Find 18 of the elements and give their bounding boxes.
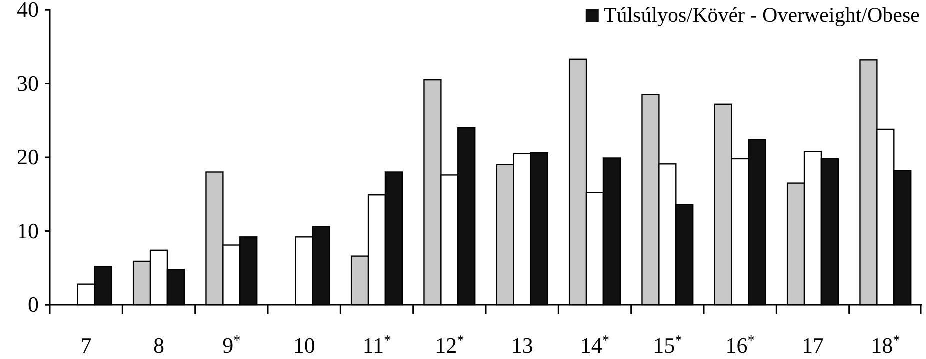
x-tick-label: 16$^{*}$ — [726, 333, 755, 358]
y-tick-label: 0 — [28, 292, 39, 318]
y-tick-label: 10 — [17, 218, 39, 244]
y-tick-label: 30 — [17, 70, 39, 96]
x-tick-label: 9$^{*}$ — [222, 333, 241, 358]
x-tick-label: 18$^{*}$ — [871, 333, 900, 358]
x-tick-label: 15$^{*}$ — [653, 333, 682, 358]
legend-label: Túlsúlyos/Kövér - Overweight/Obese — [604, 3, 920, 27]
x-tick-label: 12$^{*}$ — [435, 333, 464, 358]
x-tick-label: 14$^{*}$ — [580, 333, 610, 358]
x-tick-label: 8 — [154, 333, 164, 358]
x-tick-label: 10 — [293, 333, 316, 358]
x-tick-label: 11$^{*}$ — [362, 333, 392, 358]
y-tick-label: 40 — [17, 0, 39, 22]
x-tick-label: 17 — [802, 333, 824, 358]
x-tick-label: 13 — [511, 333, 534, 358]
x-tick-label: 7 — [80, 333, 92, 358]
y-tick-label: 20 — [17, 144, 39, 170]
